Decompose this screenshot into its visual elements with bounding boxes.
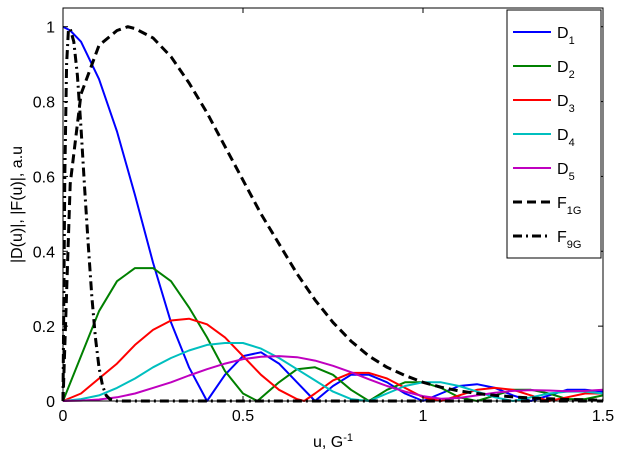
legend-label: D4 — [557, 127, 575, 149]
y-axis-label: |D(u)|, |F(u)|, a.u — [9, 146, 26, 263]
y-tick-label: 0.4 — [33, 244, 55, 261]
x-tick-label: 1.5 — [592, 408, 614, 425]
series-line-d5 — [62, 355, 604, 402]
x-tick-label: 0.5 — [232, 408, 254, 425]
plot-area: 0 0.5 1 1.5 0 0.2 0.4 0.6 0.8 1 — [33, 7, 614, 425]
x-tick-label: 0 — [59, 408, 68, 425]
x-tick-label: 1 — [419, 408, 428, 425]
series-line-f1g — [61, 25, 604, 402]
y-tick-label: 1 — [46, 20, 55, 37]
legend: D1 D2 D3 D4 D5 F1G F9G — [506, 9, 602, 259]
x-axis-label: u, G-1 — [313, 432, 353, 451]
legend-label: F9G — [557, 229, 581, 251]
series-line-d3 — [62, 317, 603, 402]
legend-label: D1 — [557, 25, 575, 47]
legend-label: D5 — [557, 161, 575, 183]
legend-label: F1G — [557, 195, 581, 217]
series-line-d1 — [62, 25, 604, 402]
y-tick-label: 0 — [46, 394, 55, 411]
y-tick-label: 0.8 — [33, 95, 55, 112]
y-tick-label: 0.2 — [33, 319, 55, 336]
legend-label: D2 — [557, 59, 575, 81]
legend-label: D3 — [557, 93, 575, 115]
y-tick-label: 0.6 — [33, 169, 55, 186]
axes-box — [62, 7, 604, 402]
